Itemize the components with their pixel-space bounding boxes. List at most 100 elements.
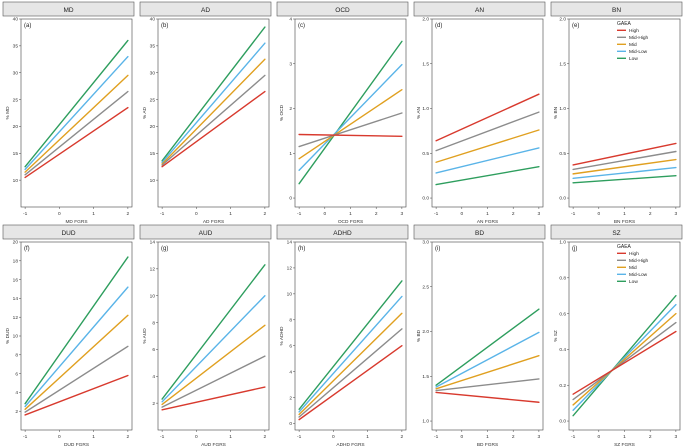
x-tick-label: 0 (195, 434, 198, 440)
y-tick-label: 4 (15, 390, 18, 396)
y-tick-label: 2.0 (559, 17, 566, 23)
panel-title: BD (475, 230, 484, 237)
x-tick-label: 1 (623, 211, 626, 217)
panel-title: MD (63, 7, 73, 14)
y-tick-label: 35 (150, 44, 156, 50)
panel-md: MD (a) -1 0 1 2 10 15 20 25 30 35 40 MD FGRS % MD (2, 1, 135, 225)
x-tick-label: -1 (160, 434, 165, 440)
series-line-mid-high (572, 321, 677, 401)
y-tick-label: 20 (150, 124, 156, 130)
panel-strip (2, 1, 135, 17)
x-tick-label: 0 (597, 434, 600, 440)
y-tick-label: 0.0 (559, 196, 566, 202)
panel-strip (550, 224, 683, 240)
y-tick-label: 1.0 (422, 106, 429, 112)
x-tick-label: 1 (486, 434, 489, 440)
legend-label: Mid-Low (629, 49, 648, 55)
series-line-mid-high (298, 112, 403, 148)
series-line-low (298, 280, 403, 410)
y-tick-label: 0.0 (559, 419, 566, 425)
y-tick-label: 20 (13, 240, 19, 246)
legend-label: High (629, 251, 639, 257)
series-line-mid-high (435, 111, 540, 152)
series-line-low (161, 26, 266, 162)
series-line-mid-high (435, 378, 540, 392)
plot-area (431, 18, 544, 208)
x-tick-label: -1 (571, 434, 576, 440)
y-axis-label: % AUD (142, 328, 148, 344)
y-tick-label: 1.0 (559, 106, 566, 112)
panel-strip (550, 1, 683, 17)
x-tick-label: 2 (127, 434, 130, 440)
series-line-high (572, 142, 677, 166)
y-tick-label: 10 (150, 293, 156, 299)
y-axis-label: % AN (416, 106, 422, 119)
y-tick-label: 25 (150, 97, 156, 103)
series-line-high (298, 133, 403, 137)
series-line-low (435, 166, 540, 186)
panel-tag: (d) (435, 23, 442, 29)
y-tick-label: 8 (15, 353, 18, 359)
y-tick-label: 0.4 (559, 347, 566, 353)
legend-label: Mid-Low (629, 272, 648, 278)
y-tick-label: 6 (152, 347, 155, 353)
y-tick-label: 0.8 (559, 276, 566, 282)
x-axis-label: BD FGRS (477, 442, 498, 446)
series-line-mid-high (298, 328, 403, 418)
y-tick-label: 35 (13, 44, 19, 50)
x-tick-label: 1 (486, 211, 489, 217)
x-axis-label: BN FGRS (614, 219, 635, 225)
x-axis-label: ADHD FGRS (336, 442, 364, 446)
series-line-mid-low (298, 295, 403, 413)
panel-tag: (b) (161, 23, 168, 29)
y-tick-label: 14 (13, 296, 19, 302)
series-line-mid (24, 314, 129, 411)
y-tick-label: 15 (150, 151, 156, 157)
y-tick-label: 40 (150, 17, 156, 23)
y-tick-label: 1.5 (559, 61, 566, 67)
y-tick-label: 10 (150, 178, 156, 184)
panel-title: ADHD (333, 230, 352, 237)
series-line-mid (298, 89, 403, 160)
x-tick-label: -1 (571, 211, 576, 217)
series-line-mid (435, 129, 540, 163)
panel-strip (413, 224, 546, 240)
series-line-high (24, 374, 129, 416)
x-tick-label: 2 (127, 211, 130, 217)
y-axis-label: % DUD (5, 327, 11, 344)
y-tick-label: 10 (13, 178, 19, 184)
x-tick-label: -1 (297, 434, 302, 440)
panel-title: BN (612, 7, 621, 14)
x-tick-label: 1 (366, 434, 369, 440)
panel-tag: (f) (24, 246, 30, 252)
y-tick-label: 30 (150, 70, 156, 76)
series-line-high (298, 345, 403, 421)
y-axis-label: % SZ (553, 330, 559, 342)
x-tick-label: -1 (160, 211, 165, 217)
y-tick-label: 1.0 (422, 419, 429, 425)
panel-bd: BD (i) -1 0 1 2 3 1.0 1.5 2.0 2.5 3.0 BD FGRS % BD (413, 224, 546, 446)
x-tick-label: 0 (460, 211, 463, 217)
x-tick-label: 2 (649, 211, 652, 217)
series-line-mid (572, 312, 677, 406)
series-line-low (24, 256, 129, 405)
series-line-mid-low (435, 147, 540, 174)
y-tick-label: 12 (13, 315, 19, 321)
x-tick-label: 0 (332, 434, 335, 440)
panel-tag: (e) (572, 23, 579, 29)
series-line-mid-low (24, 286, 129, 408)
y-tick-label: 3.0 (422, 240, 429, 246)
y-tick-label: 40 (13, 17, 19, 23)
y-tick-label: 2 (15, 409, 18, 415)
series-line-mid-low (298, 63, 403, 172)
x-axis-label: OCD FGRS (338, 219, 363, 225)
y-tick-label: 16 (13, 277, 19, 283)
y-tick-label: 6 (289, 343, 292, 349)
series-line-mid-high (572, 150, 677, 171)
series-line-high (161, 386, 266, 411)
legend-label: Mid-High (629, 35, 649, 41)
x-axis-label: AN FGRS (477, 219, 498, 225)
x-tick-label: 3 (538, 434, 541, 440)
x-tick-label: 1 (349, 211, 352, 217)
